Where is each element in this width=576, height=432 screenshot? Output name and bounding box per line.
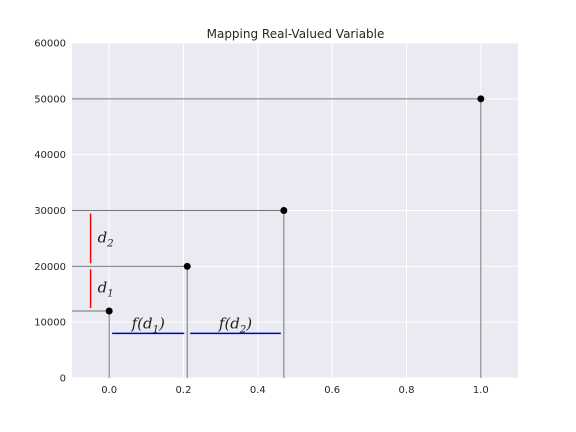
x-tick-label-4: 0.8 [399,385,415,396]
f-label-1: f(d1) [131,314,165,335]
d-label-1: d1 [98,279,114,300]
data-points [105,95,485,315]
annotations: d1 d2 f(d1) f(d2) [89,213,281,335]
y-tick-label-5: 50000 [34,94,66,105]
x-tick-label-5: 1.0 [473,385,489,396]
y-tick-label-1: 10000 [34,318,66,329]
d-label-2: d2 [98,228,114,249]
data-point-2 [280,207,288,214]
x-tick-label-1: 0.2 [176,385,192,396]
data-point-3 [477,95,485,103]
x-axis: 0.0 0.2 0.4 0.6 0.8 1.0 [101,385,489,396]
x-tick-label-2: 0.4 [250,385,266,396]
y-tick-label-3: 30000 [34,206,66,217]
f-label-2: f(d2) [218,314,252,335]
x-tick-label-3: 0.6 [324,385,340,396]
y-tick-label-6: 60000 [34,39,66,50]
data-point-1 [183,262,191,270]
chart-title: Mapping Real-Valued Variable [207,27,385,41]
y-tick-label-4: 40000 [34,150,66,161]
guide-lines [72,98,482,378]
y-tick-label-2: 20000 [34,262,66,273]
y-tick-label-0: 0 [60,374,66,385]
y-axis: 0 10000 20000 30000 40000 50000 60000 [34,39,66,385]
data-point-0 [105,307,113,315]
x-tick-label-0: 0.0 [101,385,117,396]
